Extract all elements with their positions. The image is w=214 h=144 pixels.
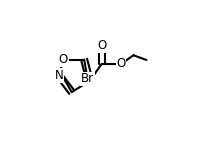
- Text: O: O: [116, 57, 126, 70]
- Text: O: O: [59, 53, 68, 66]
- Text: O: O: [97, 39, 106, 53]
- Text: N: N: [55, 69, 64, 82]
- Text: Br: Br: [81, 72, 94, 85]
